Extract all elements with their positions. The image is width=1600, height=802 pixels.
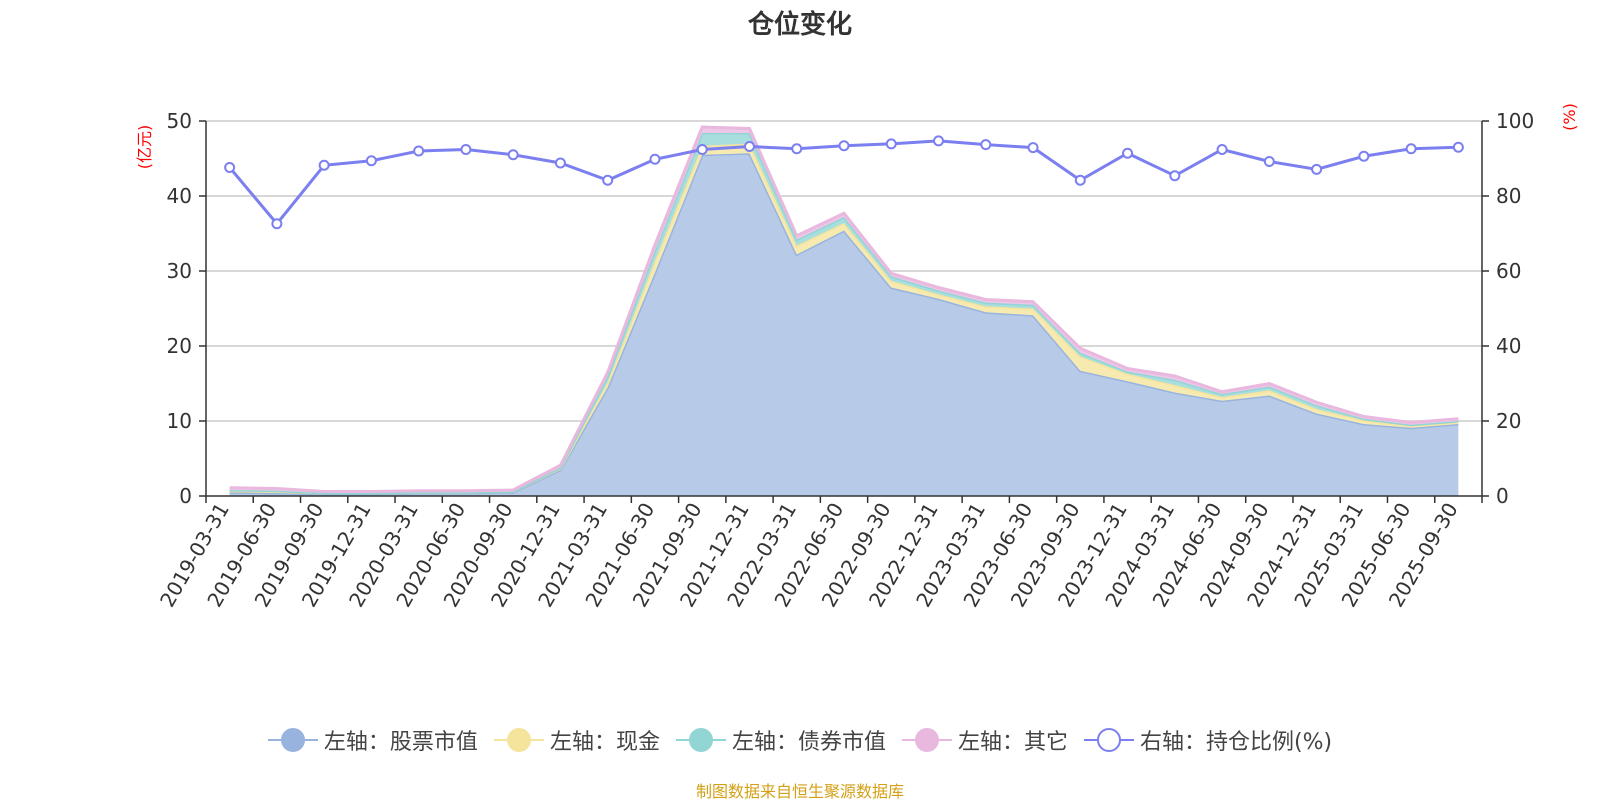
ratio-point (365, 155, 377, 167)
ratio-point (838, 140, 850, 152)
left-tick-label: 30 (167, 259, 192, 283)
ratio-point (1122, 147, 1134, 159)
legend-marker-icon (675, 728, 726, 752)
right-tick-label: 20 (1496, 409, 1521, 433)
ratio-point (1311, 163, 1323, 175)
ratio-point (224, 162, 236, 173)
legend-item[interactable]: 右轴：持仓比例(%) (1083, 724, 1333, 756)
ratio-point (602, 174, 614, 186)
legend-item[interactable]: 左轴：债券市值 (675, 724, 886, 756)
legend-label: 左轴：股票市值 (323, 730, 478, 755)
ratio-point (649, 153, 661, 165)
right-tick-label: 40 (1496, 334, 1521, 358)
legend-label: 左轴：债券市值 (731, 730, 886, 755)
ratio-point (1169, 170, 1181, 182)
legend-item[interactable]: 左轴：股票市值 (267, 724, 478, 756)
ratio-point (271, 218, 283, 230)
left-tick-label: 20 (167, 334, 192, 358)
ratio-point (1027, 142, 1039, 154)
ratio-point (980, 139, 992, 151)
right-tick-label: 60 (1496, 259, 1521, 283)
ratio-point (1216, 144, 1228, 155)
legend: 左轴：股票市值 左轴：现金 左轴：债券市值 左轴：其它 右轴：持仓比例(%) (0, 724, 1600, 759)
ratio-point (507, 149, 519, 161)
source-note: 制图数据来自恒生聚源数据库 (695, 782, 904, 801)
legend-marker-icon (267, 728, 318, 752)
ratio-point (1263, 156, 1275, 167)
ratio-point (885, 138, 897, 150)
ratio-point (1405, 143, 1417, 155)
left-tick-label: 10 (167, 409, 192, 433)
ratio-point (554, 157, 566, 169)
ratio-point (1358, 150, 1370, 162)
chart-title: 仓位变化 (747, 10, 852, 40)
legend-item[interactable]: 左轴：现金 (493, 724, 660, 756)
right-tick-label: 100 (1496, 109, 1534, 133)
ratio-point (1074, 174, 1086, 186)
ratio-point (743, 141, 755, 152)
stacked-areas (229, 125, 1459, 496)
left-tick-label: 0 (179, 484, 192, 508)
legend-label: 左轴：现金 (549, 730, 660, 755)
legend-marker-icon (901, 728, 952, 752)
legend-marker-icon (1083, 728, 1134, 752)
ratio-point (696, 144, 708, 155)
area-line-左轴：其它 (229, 125, 1459, 493)
ratio-point (791, 143, 803, 155)
legend-label: 左轴：其它 (957, 730, 1068, 755)
ratio-point (413, 145, 425, 157)
left-axis-unit: (亿元) (135, 125, 154, 170)
legend-marker-icon (493, 728, 544, 752)
right-tick-label: 0 (1496, 484, 1509, 508)
left-tick-label: 40 (167, 184, 192, 208)
right-axis-unit: (%) (1560, 103, 1579, 131)
ratio-point (933, 135, 945, 147)
ratio-line (224, 135, 1464, 230)
ratio-point (1452, 141, 1464, 153)
right-tick-label: 80 (1496, 184, 1521, 208)
ratio-point (460, 144, 472, 155)
area-左轴：股票市值 (229, 153, 1459, 496)
ratio-point (318, 159, 330, 171)
legend-item[interactable]: 左轴：其它 (901, 724, 1068, 756)
left-tick-label: 50 (167, 109, 192, 133)
legend-label: 右轴：持仓比例(%) (1139, 730, 1333, 755)
